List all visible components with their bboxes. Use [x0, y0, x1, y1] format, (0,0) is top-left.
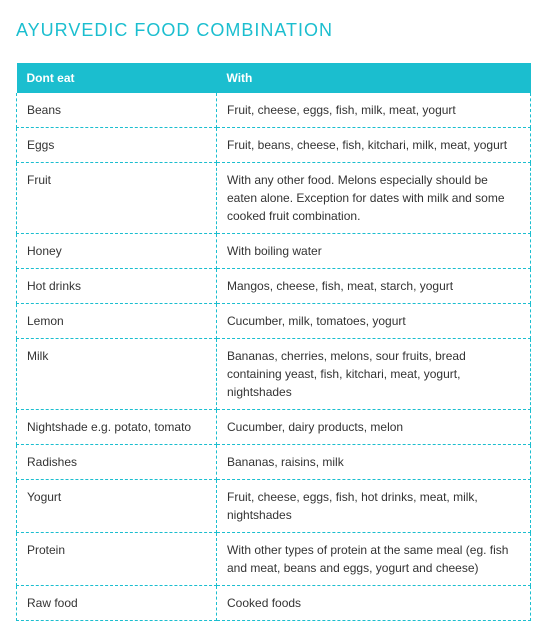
table-row: Milk Bananas, cherries, melons, sour fru…: [17, 339, 531, 410]
table-row: Radishes Bananas, raisins, milk: [17, 445, 531, 480]
table-row: Protein With other types of protein at t…: [17, 533, 531, 586]
cell-with: With other types of protein at the same …: [217, 533, 531, 586]
cell-dont-eat: Fruit: [17, 163, 217, 234]
table-row: Hot drinks Mangos, cheese, fish, meat, s…: [17, 269, 531, 304]
table-body: Beans Fruit, cheese, eggs, fish, milk, m…: [17, 93, 531, 621]
cell-dont-eat: Lemon: [17, 304, 217, 339]
cell-dont-eat: Honey: [17, 234, 217, 269]
cell-dont-eat: Eggs: [17, 128, 217, 163]
table-row: Fruit With any other food. Melons especi…: [17, 163, 531, 234]
cell-with: Fruit, beans, cheese, fish, kitchari, mi…: [217, 128, 531, 163]
col-header-dont-eat: Dont eat: [17, 63, 217, 93]
cell-with: Cucumber, dairy products, melon: [217, 410, 531, 445]
cell-dont-eat: Radishes: [17, 445, 217, 480]
table-row: Nightshade e.g. potato, tomato Cucumber,…: [17, 410, 531, 445]
cell-with: Fruit, cheese, eggs, fish, hot drinks, m…: [217, 480, 531, 533]
table-row: Beans Fruit, cheese, eggs, fish, milk, m…: [17, 93, 531, 128]
cell-dont-eat: Protein: [17, 533, 217, 586]
cell-dont-eat: Milk: [17, 339, 217, 410]
cell-dont-eat: Beans: [17, 93, 217, 128]
table-row: Eggs Fruit, beans, cheese, fish, kitchar…: [17, 128, 531, 163]
cell-with: With boiling water: [217, 234, 531, 269]
combination-table: Dont eat With Beans Fruit, cheese, eggs,…: [16, 63, 531, 621]
cell-with: With any other food. Melons especially s…: [217, 163, 531, 234]
table-row: Honey With boiling water: [17, 234, 531, 269]
cell-with: Cooked foods: [217, 586, 531, 621]
col-header-with: With: [217, 63, 531, 93]
table-row: Raw food Cooked foods: [17, 586, 531, 621]
table-row: Yogurt Fruit, cheese, eggs, fish, hot dr…: [17, 480, 531, 533]
cell-with: Bananas, cherries, melons, sour fruits, …: [217, 339, 531, 410]
cell-with: Bananas, raisins, milk: [217, 445, 531, 480]
cell-with: Fruit, cheese, eggs, fish, milk, meat, y…: [217, 93, 531, 128]
cell-dont-eat: Nightshade e.g. potato, tomato: [17, 410, 217, 445]
page-title: AYURVEDIC FOOD COMBINATION: [16, 20, 531, 41]
cell-with: Cucumber, milk, tomatoes, yogurt: [217, 304, 531, 339]
cell-dont-eat: Yogurt: [17, 480, 217, 533]
table-row: Lemon Cucumber, milk, tomatoes, yogurt: [17, 304, 531, 339]
cell-dont-eat: Hot drinks: [17, 269, 217, 304]
cell-dont-eat: Raw food: [17, 586, 217, 621]
cell-with: Mangos, cheese, fish, meat, starch, yogu…: [217, 269, 531, 304]
